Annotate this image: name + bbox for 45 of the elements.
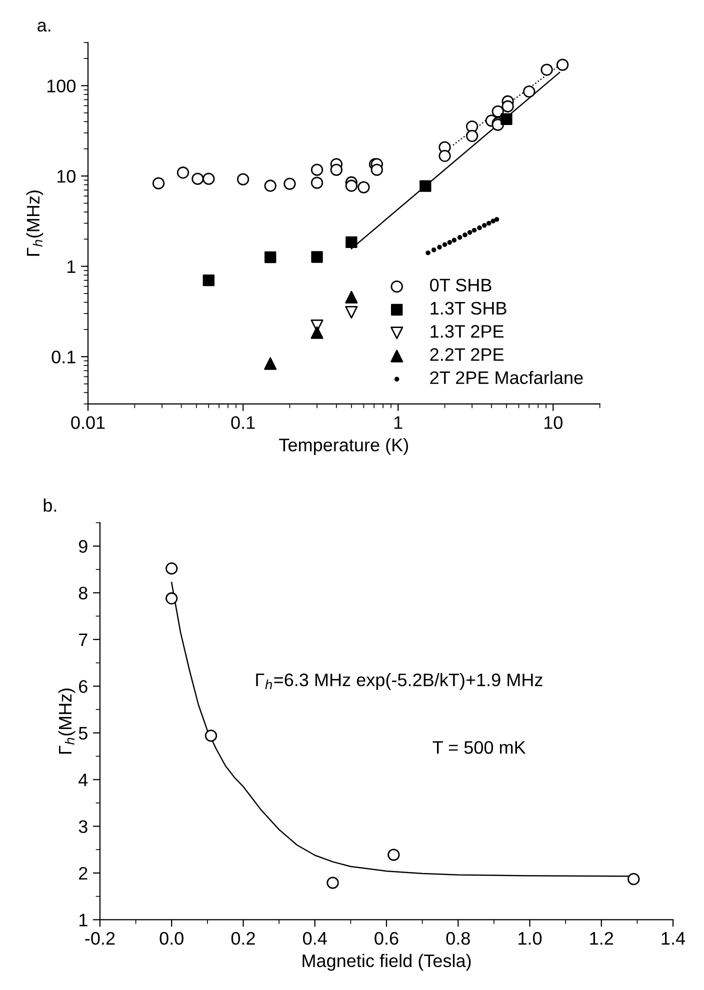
point [388,848,400,861]
x-tick-label: 0.1 [231,416,255,429]
point [326,876,339,889]
x-tick-label: 0.8 [446,932,470,945]
y-tick-label: 8 [78,586,88,600]
y-axis-title: Γ$_{h}$(MHz) [58,688,76,754]
y-tick-label: 4 [78,774,88,786]
x-tick-label: 1 [394,416,402,429]
x-tick-label: 0.4 [303,932,327,945]
chart-title: b. [44,498,56,512]
chart-title: a. [38,22,50,32]
legend-label: 2.2T 2PE [430,348,504,361]
point [204,730,218,742]
x-tick-label: 1.0 [518,932,542,945]
y-tick-label: 5 [78,727,88,740]
y-tick-label: 0.1 [52,350,76,364]
y-tick-label: 9 [78,540,88,553]
point [166,592,178,604]
legend-label: 2T 2PE Macfarlane [430,370,583,384]
point [166,562,178,575]
x-axis-title: Magnetic field (Tesla) [302,954,471,971]
x-tick-label: 0.0 [160,932,184,945]
y-tick-label: 100 [47,80,76,92]
x-tick-label: 10 [544,416,562,429]
x-tick-label: -0.2 [85,932,115,945]
y-tick-label: 10 [57,170,76,183]
point [628,873,640,886]
x-tick-label: 0.6 [374,932,398,945]
x-tick-label: 1.4 [662,932,686,945]
y-tick-label: 1 [80,914,88,926]
y-tick-label: 1 [68,260,76,273]
y-tick-label: 7 [79,634,88,646]
x-tick-label: 0.01 [71,416,105,429]
legend-label: 1.3T 2PE [430,325,504,338]
x-tick-label: 0.2 [231,932,255,945]
legend-label: 0T SHB [430,278,492,292]
annotation: T = 500 mK [432,741,526,754]
annotation: Γ$_{h}$=6.3 MHz exp(-5.2B/kT)+1.9 MHz [256,673,542,690]
y-axis-title: Γ$_{h}$(MHz) [26,190,44,256]
y-tick-label: 3 [78,820,88,834]
x-tick-label: 1.2 [590,932,614,945]
legend-label: 1.3T SHB [430,302,506,315]
y-tick-label: 2 [79,866,88,880]
x-axis-title: Temperature (K) [279,438,408,455]
y-tick-label: 6 [79,680,88,693]
